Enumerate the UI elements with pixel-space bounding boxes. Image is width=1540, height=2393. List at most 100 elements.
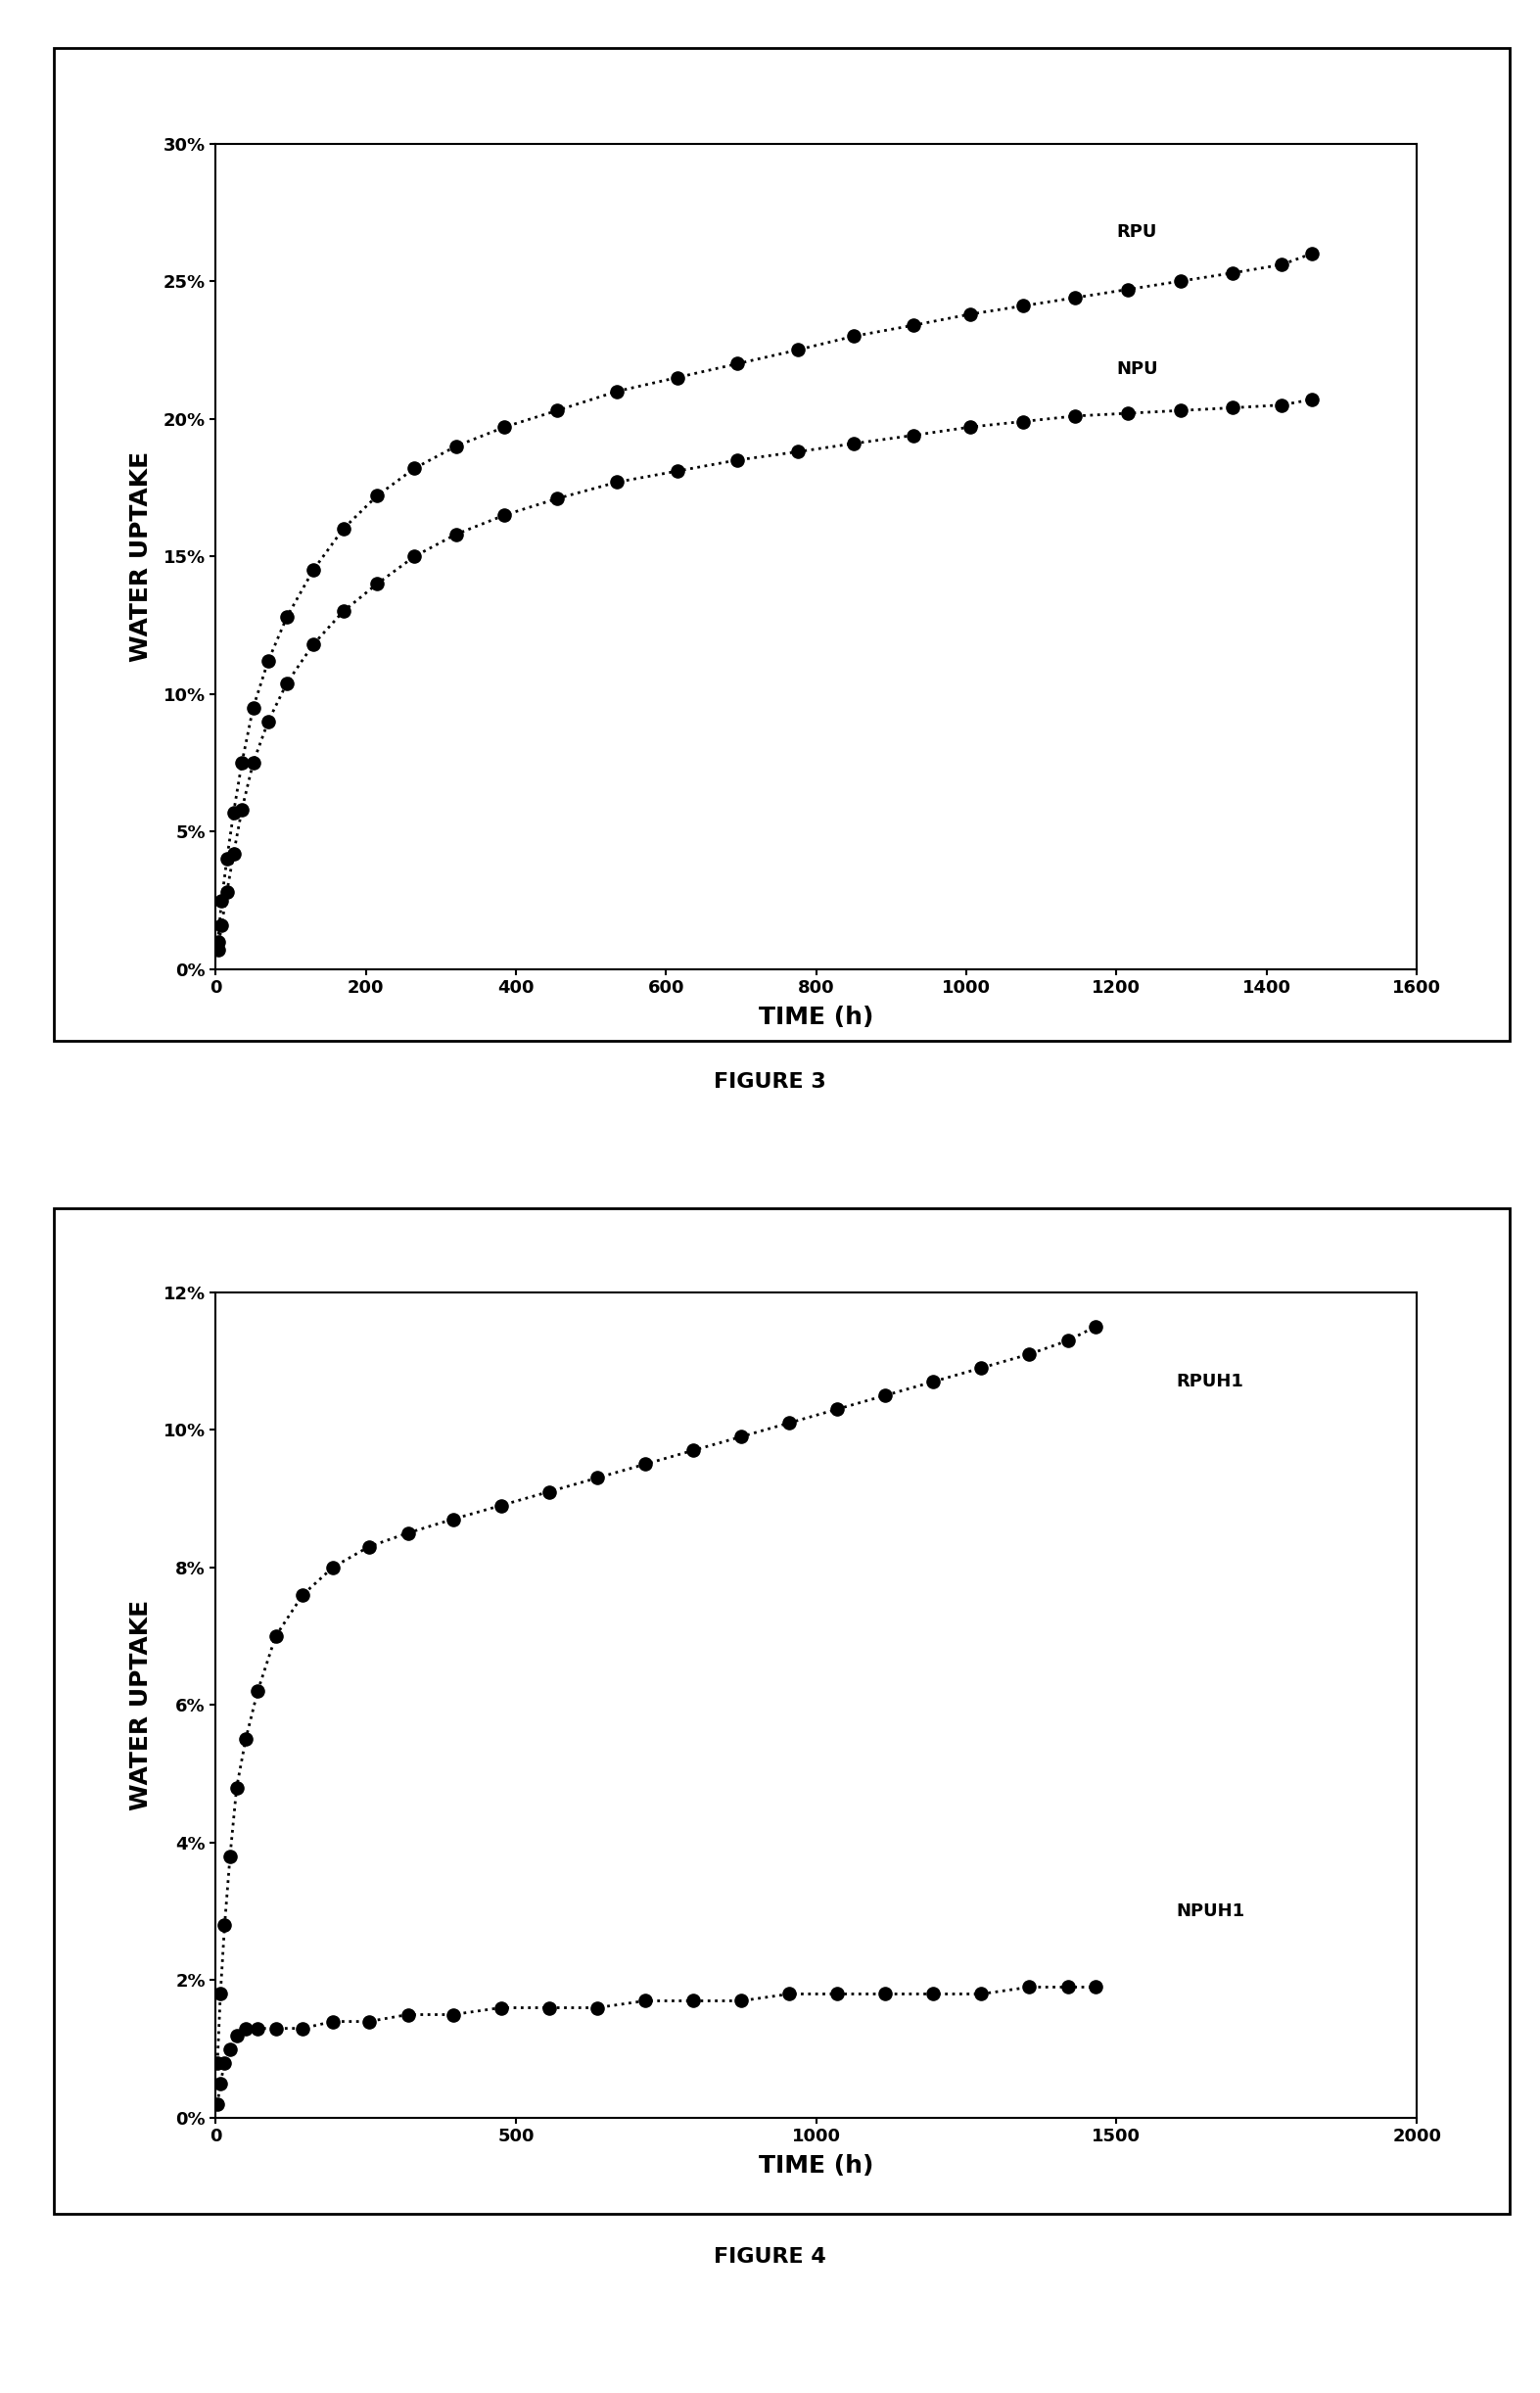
Point xyxy=(901,306,926,345)
Point xyxy=(873,1974,898,2013)
Point xyxy=(605,373,630,412)
Point xyxy=(1167,261,1192,299)
Point xyxy=(396,1515,420,1553)
Point xyxy=(1300,235,1324,273)
Point xyxy=(1115,270,1140,309)
Point xyxy=(1056,1321,1081,1359)
Point xyxy=(728,1417,753,1455)
Point xyxy=(274,598,299,637)
Point xyxy=(785,433,810,471)
Point xyxy=(240,689,265,727)
Point xyxy=(1063,397,1087,436)
Point xyxy=(225,2015,249,2053)
Point xyxy=(229,790,254,828)
Point xyxy=(331,510,356,548)
Point xyxy=(214,873,239,912)
Point xyxy=(396,1996,420,2034)
Point xyxy=(969,1350,993,1388)
Point xyxy=(291,1575,316,1613)
Point xyxy=(1056,1967,1081,2005)
Point xyxy=(725,345,750,383)
Point xyxy=(1300,380,1324,419)
Point xyxy=(274,663,299,701)
Point xyxy=(263,2010,288,2048)
Point xyxy=(1016,1967,1041,2005)
Point xyxy=(728,1981,753,2020)
Point xyxy=(245,2010,270,2048)
Point xyxy=(493,407,517,445)
Point xyxy=(1010,402,1035,440)
Point xyxy=(402,450,427,488)
Point xyxy=(665,359,690,397)
Point xyxy=(785,330,810,369)
Point xyxy=(320,1548,345,1587)
Point xyxy=(444,514,468,553)
Point xyxy=(1221,388,1246,426)
Point xyxy=(921,1974,946,2013)
Point xyxy=(585,1460,610,1498)
Point xyxy=(825,1974,850,2013)
Point xyxy=(213,1905,237,1943)
Point xyxy=(402,538,427,577)
Point xyxy=(214,840,239,878)
Point xyxy=(1269,385,1294,424)
Point xyxy=(725,440,750,479)
Text: NPU: NPU xyxy=(1116,361,1158,378)
Text: FIGURE 3: FIGURE 3 xyxy=(715,1072,825,1091)
Point xyxy=(1115,395,1140,433)
Point xyxy=(263,1618,288,1656)
Point xyxy=(633,1445,658,1484)
Point xyxy=(958,294,983,333)
Point xyxy=(209,907,234,945)
Point xyxy=(240,744,265,783)
Y-axis label: WATER UPTAKE: WATER UPTAKE xyxy=(129,450,152,663)
Point xyxy=(841,318,865,357)
Point xyxy=(665,452,690,491)
Point xyxy=(217,2029,242,2068)
Point xyxy=(213,2044,237,2082)
Point xyxy=(681,1981,705,2020)
Point xyxy=(488,1486,513,1524)
Point xyxy=(208,2065,233,2103)
Point xyxy=(256,704,280,742)
Point xyxy=(1167,392,1192,431)
Point xyxy=(365,565,390,603)
Point xyxy=(1083,1967,1107,2005)
Point xyxy=(234,1721,259,1759)
Point xyxy=(229,744,254,783)
Point xyxy=(300,550,325,589)
Point xyxy=(1063,278,1087,316)
Point xyxy=(225,1768,249,1807)
Point xyxy=(901,416,926,455)
Point xyxy=(921,1362,946,1400)
Point xyxy=(605,462,630,500)
Point xyxy=(545,392,570,431)
Point xyxy=(205,2044,229,2082)
Point xyxy=(440,1500,465,1539)
Point xyxy=(1269,246,1294,285)
Point xyxy=(209,881,234,919)
Point xyxy=(536,1472,561,1510)
Point xyxy=(217,1838,242,1876)
Point xyxy=(205,931,229,969)
Point xyxy=(444,428,468,467)
Point xyxy=(841,424,865,462)
Point xyxy=(234,2010,259,2048)
Point xyxy=(545,479,570,517)
Point xyxy=(958,407,983,445)
X-axis label: TIME (h): TIME (h) xyxy=(759,2154,873,2178)
Point xyxy=(291,2010,316,2048)
Point xyxy=(969,1974,993,2013)
Point xyxy=(320,2003,345,2041)
Point xyxy=(1016,1335,1041,1374)
Text: NPUH1: NPUH1 xyxy=(1177,1902,1246,1919)
Point xyxy=(300,625,325,663)
Text: RPUH1: RPUH1 xyxy=(1177,1374,1244,1390)
Point xyxy=(205,924,229,962)
Point xyxy=(585,1989,610,2027)
Point xyxy=(208,1974,233,2013)
Point xyxy=(205,2084,229,2123)
Point xyxy=(356,2003,380,2041)
Point xyxy=(256,641,280,680)
Point xyxy=(1083,1307,1107,1345)
